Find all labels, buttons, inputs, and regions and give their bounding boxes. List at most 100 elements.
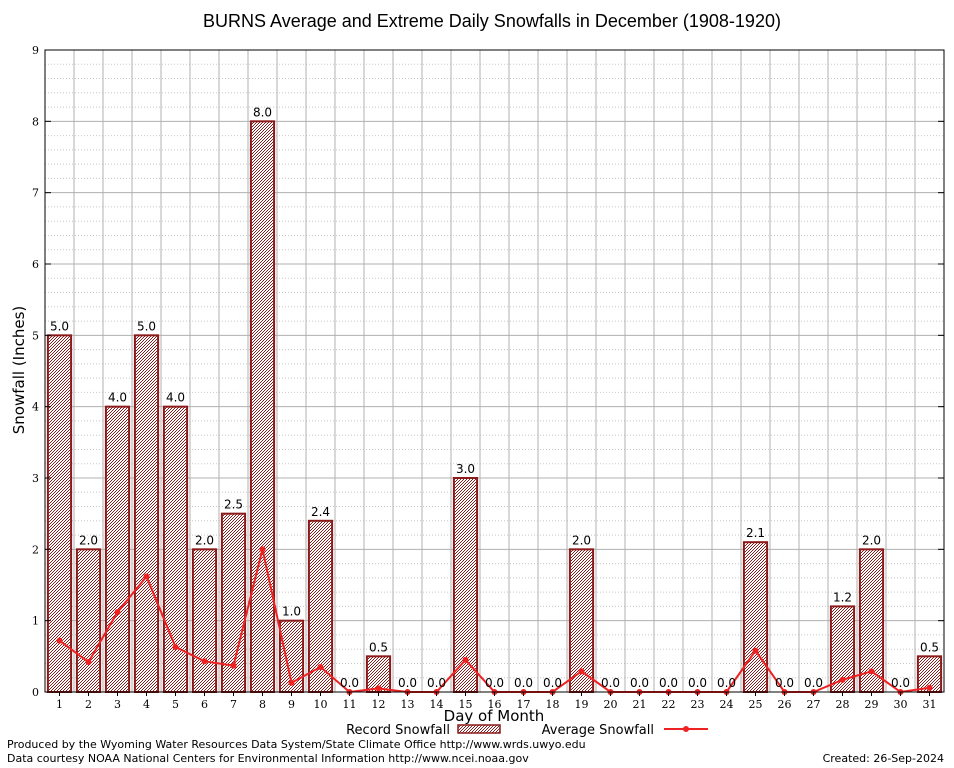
bar-label-day-11: 0.0 — [340, 676, 359, 690]
average-point-day-7 — [230, 662, 237, 669]
x-axis-label: Day of Month — [444, 707, 545, 725]
chart-title: BURNS Average and Extreme Daily Snowfall… — [203, 11, 781, 31]
bar-label-day-14: 0.0 — [427, 676, 446, 690]
bar-label-day-18: 0.0 — [543, 676, 562, 690]
x-tick-label-28: 28 — [836, 698, 850, 711]
legend-label-record: Record Snowfall — [346, 723, 450, 738]
average-point-day-29 — [868, 668, 875, 675]
average-point-day-5 — [172, 644, 179, 651]
y-tick-label: 2 — [32, 543, 39, 556]
bar-label-day-7: 2.5 — [224, 498, 243, 512]
bar-label-day-20: 0.0 — [601, 676, 620, 690]
average-point-day-8 — [259, 546, 266, 553]
y-tick-label: 4 — [32, 401, 39, 414]
bar-label-day-28: 1.2 — [833, 590, 852, 604]
x-tick-label-29: 29 — [865, 698, 879, 711]
average-point-day-15 — [462, 656, 469, 663]
average-point-day-6 — [201, 658, 208, 665]
bar-label-day-9: 1.0 — [282, 605, 301, 619]
x-tick-label-30: 30 — [894, 698, 908, 711]
bar-label-day-6: 2.0 — [195, 533, 214, 547]
bar-value-labels: 5.0 2.0 4.0 5.0 4.0 2.0 2.5 8.0 1.0 2.4 0.0 0.5 0.0 0… — [50, 105, 939, 690]
bar-day-8 — [249, 120, 276, 694]
footer-produced-by: Produced by the Wyoming Water Resources … — [7, 738, 586, 751]
bar-label-day-22: 0.0 — [659, 676, 678, 690]
y-tick-label: 6 — [32, 258, 39, 271]
bar-label-day-27: 0.0 — [804, 676, 823, 690]
bar-label-day-26: 0.0 — [775, 676, 794, 690]
x-tick-label-1: 1 — [56, 698, 63, 711]
y-tick-label: 5 — [32, 329, 39, 342]
bar-label-day-8: 8.0 — [253, 105, 272, 119]
x-tick-label-11: 11 — [343, 698, 357, 711]
record-snowfall-bars — [46, 120, 943, 694]
bar-label-day-5: 4.0 — [166, 391, 185, 405]
x-tick-label-6: 6 — [201, 698, 208, 711]
average-point-day-1 — [56, 637, 63, 644]
x-tick-label-12: 12 — [372, 698, 386, 711]
x-tick-label-17: 17 — [517, 698, 531, 711]
bar-day-3 — [104, 405, 131, 693]
y-tick-label: 9 — [32, 44, 39, 57]
bar-label-day-1: 5.0 — [50, 319, 69, 333]
average-point-day-28 — [839, 676, 846, 683]
average-point-day-25 — [752, 647, 759, 654]
bar-label-day-15: 3.0 — [456, 462, 475, 476]
x-tick-label-22: 22 — [662, 698, 676, 711]
y-tick-label: 7 — [32, 187, 39, 200]
average-point-day-2 — [85, 659, 92, 666]
legend-marker-average — [683, 726, 689, 732]
bar-label-day-19: 2.0 — [572, 533, 591, 547]
bar-label-day-31: 0.5 — [920, 640, 939, 654]
y-tick-label: 3 — [32, 472, 39, 485]
bar-day-2 — [75, 548, 102, 693]
x-tick-label-26: 26 — [778, 698, 792, 711]
bar-day-25 — [742, 541, 769, 694]
bar-label-day-2: 2.0 — [79, 533, 98, 547]
x-tick-label-25: 25 — [749, 698, 763, 711]
average-point-day-9 — [288, 679, 295, 686]
x-tick-label-5: 5 — [172, 698, 179, 711]
bar-label-day-16: 0.0 — [485, 676, 504, 690]
x-tick-label-7: 7 — [230, 698, 237, 711]
bar-day-4 — [133, 334, 160, 693]
x-tick-label-19: 19 — [575, 698, 589, 711]
footer-created: Created: 26-Sep-2024 — [822, 752, 944, 765]
x-tick-label-8: 8 — [259, 698, 266, 711]
y-tick-label: 0 — [32, 686, 39, 699]
x-tick-label-4: 4 — [143, 698, 150, 711]
average-point-day-19 — [578, 668, 585, 675]
bar-day-6 — [191, 548, 218, 693]
x-tick-label-21: 21 — [633, 698, 647, 711]
x-tick-label-27: 27 — [807, 698, 821, 711]
x-tick-label-2: 2 — [85, 698, 92, 711]
average-point-day-3 — [114, 609, 121, 616]
average-point-day-4 — [143, 573, 150, 580]
x-tick-label-16: 16 — [488, 698, 502, 711]
x-tick-label-15: 15 — [459, 698, 473, 711]
grid — [45, 49, 944, 693]
bar-label-day-29: 2.0 — [862, 533, 881, 547]
bar-label-day-3: 4.0 — [108, 391, 127, 405]
y-tick-label: 1 — [32, 615, 39, 628]
bar-label-day-17: 0.0 — [514, 676, 533, 690]
x-tick-label-9: 9 — [288, 698, 295, 711]
average-point-day-31 — [926, 684, 933, 691]
legend-label-average: Average Snowfall — [542, 723, 654, 738]
x-tick-label-3: 3 — [114, 698, 121, 711]
x-tick-label-18: 18 — [546, 698, 560, 711]
y-tick-label: 8 — [32, 115, 39, 128]
bar-label-day-25: 2.1 — [746, 526, 765, 540]
average-point-day-10 — [317, 664, 324, 671]
bar-label-day-13: 0.0 — [398, 676, 417, 690]
x-tick-label-14: 14 — [430, 698, 444, 711]
x-tick-label-31: 31 — [923, 698, 937, 711]
bar-label-day-23: 0.0 — [688, 676, 707, 690]
footer-courtesy: Data courtesy NOAA National Centers for … — [7, 752, 529, 765]
x-tick-label-13: 13 — [401, 698, 415, 711]
x-tick-label-23: 23 — [691, 698, 705, 711]
bar-label-day-12: 0.5 — [369, 640, 388, 654]
bar-label-day-10: 2.4 — [311, 505, 330, 519]
